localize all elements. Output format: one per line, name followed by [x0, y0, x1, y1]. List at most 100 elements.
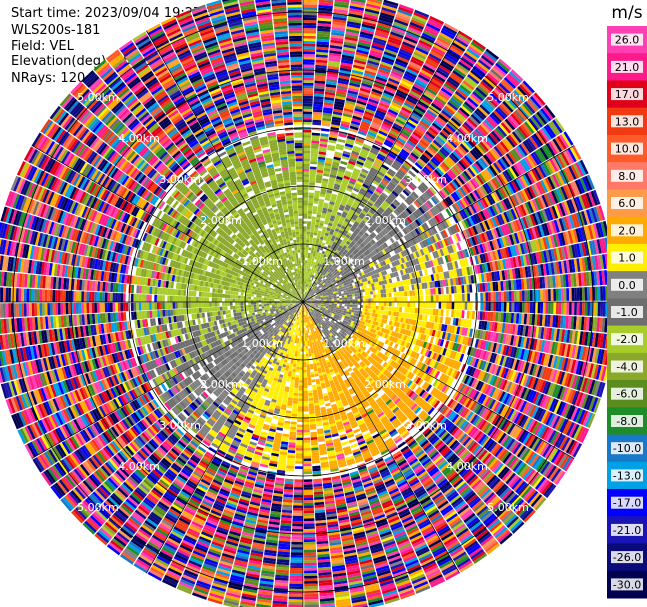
radar-gate — [343, 292, 347, 296]
radar-gate — [381, 58, 394, 66]
radar-gate — [303, 289, 305, 292]
radar-gate — [388, 77, 400, 85]
radar-gate — [304, 294, 306, 298]
radar-gate — [349, 125, 359, 131]
radar-gate — [361, 148, 370, 154]
radar-gate — [341, 306, 345, 309]
radar-gate — [316, 249, 320, 253]
radar-gate — [356, 160, 364, 166]
radar-gate — [303, 1, 318, 5]
radar-gate — [305, 252, 308, 256]
radar-gate — [324, 165, 332, 170]
radar-gate — [307, 268, 310, 272]
radar-gate — [338, 75, 350, 80]
radar-gate — [307, 281, 310, 285]
radar-gate — [328, 242, 333, 247]
radar-gate — [490, 292, 494, 302]
radar-gate — [321, 180, 328, 185]
radar-gate — [363, 13, 379, 20]
radar-gate — [336, 85, 348, 90]
radar-gate — [309, 282, 312, 286]
radar-gate — [317, 266, 321, 270]
radar-gate — [412, 302, 416, 308]
radar-gate — [443, 294, 447, 302]
radar-gate — [361, 146, 371, 152]
radar-gate — [317, 30, 331, 35]
radar-gate — [430, 288, 434, 295]
radar-gate — [314, 245, 318, 249]
radar-gate — [374, 32, 389, 39]
radar-gate — [353, 145, 362, 151]
radar-gate — [347, 92, 358, 98]
radar-gate — [329, 240, 334, 244]
radar-gate — [308, 265, 311, 269]
radar-gate — [380, 310, 384, 315]
radar-gate — [371, 42, 385, 49]
radar-gate — [303, 286, 305, 289]
radar-gate — [303, 137, 311, 141]
radar-gate — [365, 65, 378, 71]
radar-gate — [316, 214, 322, 218]
radar-gate — [303, 48, 316, 52]
radar-gate — [308, 282, 311, 285]
radar-gate — [459, 293, 463, 302]
radar-gate — [332, 159, 341, 164]
radar-gate — [330, 34, 344, 39]
radar-gate — [305, 292, 307, 295]
radar-gate — [303, 132, 312, 136]
radar-gate — [329, 176, 336, 181]
radar-gate — [349, 8, 364, 14]
radar-gate — [303, 33, 316, 37]
radar-gate — [311, 145, 319, 149]
radar-gate — [568, 302, 572, 315]
radar-gate — [314, 264, 317, 268]
radar-gate — [328, 233, 333, 238]
radar-gate — [311, 245, 315, 249]
radar-gate — [325, 192, 332, 196]
radar-gate — [303, 35, 316, 39]
radar-gate — [381, 302, 384, 306]
radar-gate — [355, 163, 363, 169]
radar-gate — [376, 109, 387, 116]
radar-gate — [336, 88, 348, 93]
radar-gate — [364, 308, 368, 312]
radar-gate — [597, 286, 601, 301]
radar-gate — [350, 77, 362, 83]
radar-gate — [304, 294, 306, 297]
radar-gate — [348, 128, 358, 133]
radar-gate — [305, 292, 308, 295]
radar-gate — [339, 204, 346, 209]
radar-gate — [313, 96, 324, 100]
radar-gate — [422, 302, 426, 308]
radar-gate — [303, 260, 305, 263]
radar-gate — [307, 284, 309, 288]
radar-gate — [336, 211, 342, 216]
radar-gate — [314, 227, 319, 231]
radar-gate — [370, 309, 374, 313]
radar-gate — [368, 302, 371, 306]
radar-gate — [508, 291, 512, 302]
radar-gate — [325, 160, 333, 164]
radar-gate — [351, 72, 363, 78]
radar-gate — [349, 306, 353, 310]
radar-gate — [304, 289, 306, 292]
radar-gate — [309, 268, 312, 272]
radar-gate — [331, 303, 335, 306]
radar-gate — [318, 12, 333, 17]
radar-gate — [324, 91, 336, 96]
radar-gate — [308, 187, 315, 191]
radar-gate — [359, 153, 368, 159]
radar-gate — [315, 177, 323, 181]
radar-gate — [337, 138, 346, 143]
radar-gate — [313, 101, 324, 105]
radar-gate — [519, 290, 523, 302]
radar-gate — [433, 295, 437, 302]
radar-gate — [380, 289, 384, 294]
radar-gate — [349, 299, 353, 302]
radar-gate — [360, 150, 369, 157]
radar-gate — [367, 291, 371, 295]
radar-gate — [317, 28, 331, 32]
radar-gate — [316, 44, 329, 48]
radar-gate — [331, 29, 345, 34]
radar-gate — [537, 302, 541, 314]
